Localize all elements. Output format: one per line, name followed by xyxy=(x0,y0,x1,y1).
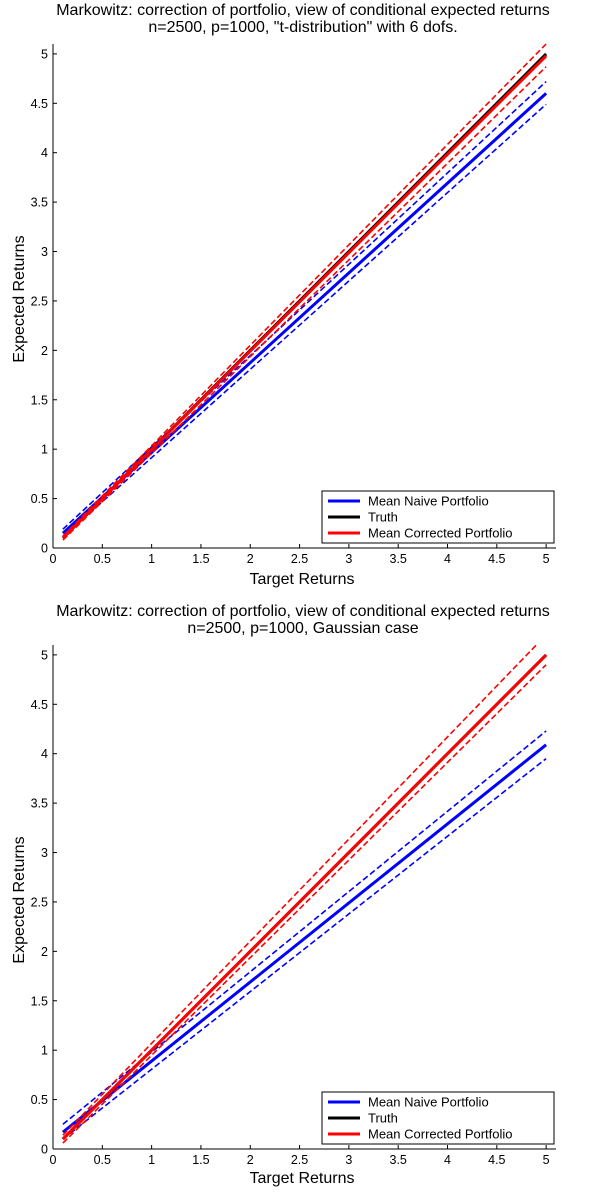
x-tick-label: 2.5 xyxy=(291,1153,308,1167)
x-tick-label: 5 xyxy=(543,1153,550,1167)
y-tick-label: 3.5 xyxy=(31,797,48,811)
y-tick-label: 1.5 xyxy=(31,393,48,407)
legend-label: Mean Corrected Portfolio xyxy=(368,1127,513,1142)
y-tick-label: 5 xyxy=(41,648,48,662)
x-tick-label: 2.5 xyxy=(291,552,308,566)
series-line-mean-corrected-portfolio xyxy=(61,54,548,540)
x-tick-label: 2 xyxy=(247,552,254,566)
chart-title: Markowitz: correction of portfolio, view… xyxy=(56,603,550,620)
y-tick-label: 1 xyxy=(41,443,48,457)
y-axis-label: Expected Returns xyxy=(11,836,28,963)
chart-t-distribution: Markowitz: correction of portfolio, view… xyxy=(11,2,556,588)
legend-label: Mean Naive Portfolio xyxy=(368,1095,489,1110)
legend-label: Truth xyxy=(368,510,398,525)
chart-title: Markowitz: correction of portfolio, view… xyxy=(56,2,550,19)
y-tick-label: 4 xyxy=(41,747,48,761)
x-tick-label: 2 xyxy=(247,1153,254,1167)
y-tick-label: 3 xyxy=(41,245,48,259)
series-line-mean-naive-portfolio xyxy=(61,743,548,1134)
series-band-line xyxy=(62,81,547,530)
legend-box xyxy=(321,490,555,544)
series-band-line xyxy=(62,644,537,1136)
x-tick-label: 3 xyxy=(345,552,352,566)
y-tick-label: 0.5 xyxy=(31,492,48,506)
x-tick-label: 1.5 xyxy=(192,1153,209,1167)
x-tick-label: 3 xyxy=(345,1153,352,1167)
y-tick-label: 2 xyxy=(41,945,48,959)
y-tick-label: 0 xyxy=(41,542,48,556)
y-tick-label: 2.5 xyxy=(31,294,48,308)
chart-subtitle: n=2500, p=1000, "t-distribution" with 6 … xyxy=(148,19,457,36)
x-tick-label: 0.5 xyxy=(94,552,111,566)
x-tick-label: 4 xyxy=(444,1153,451,1167)
y-tick-label: 0.5 xyxy=(31,1093,48,1107)
x-axis-label: Target Returns xyxy=(250,571,355,588)
x-tick-label: 0 xyxy=(50,1153,57,1167)
y-tick-label: 4.5 xyxy=(31,97,48,111)
legend-label: Mean Naive Portfolio xyxy=(368,494,489,509)
series-band-line xyxy=(62,43,547,537)
y-tick-label: 3 xyxy=(41,846,48,860)
series-band-line xyxy=(62,66,547,541)
y-tick-label: 2 xyxy=(41,344,48,358)
x-tick-label: 0.5 xyxy=(94,1153,111,1167)
y-tick-label: 1 xyxy=(41,1044,48,1058)
x-axis-label: Target Returns xyxy=(250,1170,355,1187)
x-tick-label: 1 xyxy=(148,1153,155,1167)
x-tick-label: 4 xyxy=(444,552,451,566)
series-band-line xyxy=(62,103,547,538)
y-axis-label: Expected Returns xyxy=(11,235,28,362)
legend-label: Mean Corrected Portfolio xyxy=(368,526,513,541)
y-tick-label: 4 xyxy=(41,146,48,160)
chart-gaussian: Markowitz: correction of portfolio, view… xyxy=(11,603,556,1187)
y-tick-label: 1.5 xyxy=(31,994,48,1008)
chart-subtitle: n=2500, p=1000, Gaussian case xyxy=(187,620,418,637)
x-tick-label: 4.5 xyxy=(488,552,505,566)
series-line-mean-corrected-portfolio xyxy=(61,653,548,1141)
x-tick-label: 1 xyxy=(148,552,155,566)
y-tick-label: 3.5 xyxy=(31,196,48,210)
legend-label: Truth xyxy=(368,1111,398,1126)
plot-area: 0 0.5 1 1.5 2 2.5 3 3.5 4 4.5 5 0 0.5 1 1.5 2 2.5 3 3.5 4 4.… xyxy=(31,644,556,1167)
x-tick-label: 0 xyxy=(50,552,57,566)
y-tick-label: 0 xyxy=(41,1143,48,1157)
x-tick-label: 3.5 xyxy=(390,1153,407,1167)
y-tick-label: 4.5 xyxy=(31,698,48,712)
series-line-mean-naive-portfolio xyxy=(61,92,548,535)
plot-area: 0 0.5 1 1.5 2 2.5 3 3.5 4 4.5 5 0 0.5 1 1.5 2 2.5 3 3.5 4 4.… xyxy=(31,43,556,566)
series-band-line xyxy=(62,757,547,1140)
y-tick-label: 5 xyxy=(41,47,48,61)
series-band-line xyxy=(62,664,547,1144)
y-tick-label: 2.5 xyxy=(31,895,48,909)
x-tick-label: 4.5 xyxy=(488,1153,505,1167)
x-tick-label: 1.5 xyxy=(192,552,209,566)
legend-box xyxy=(321,1091,555,1145)
x-tick-label: 5 xyxy=(543,552,550,566)
x-tick-label: 3.5 xyxy=(390,552,407,566)
